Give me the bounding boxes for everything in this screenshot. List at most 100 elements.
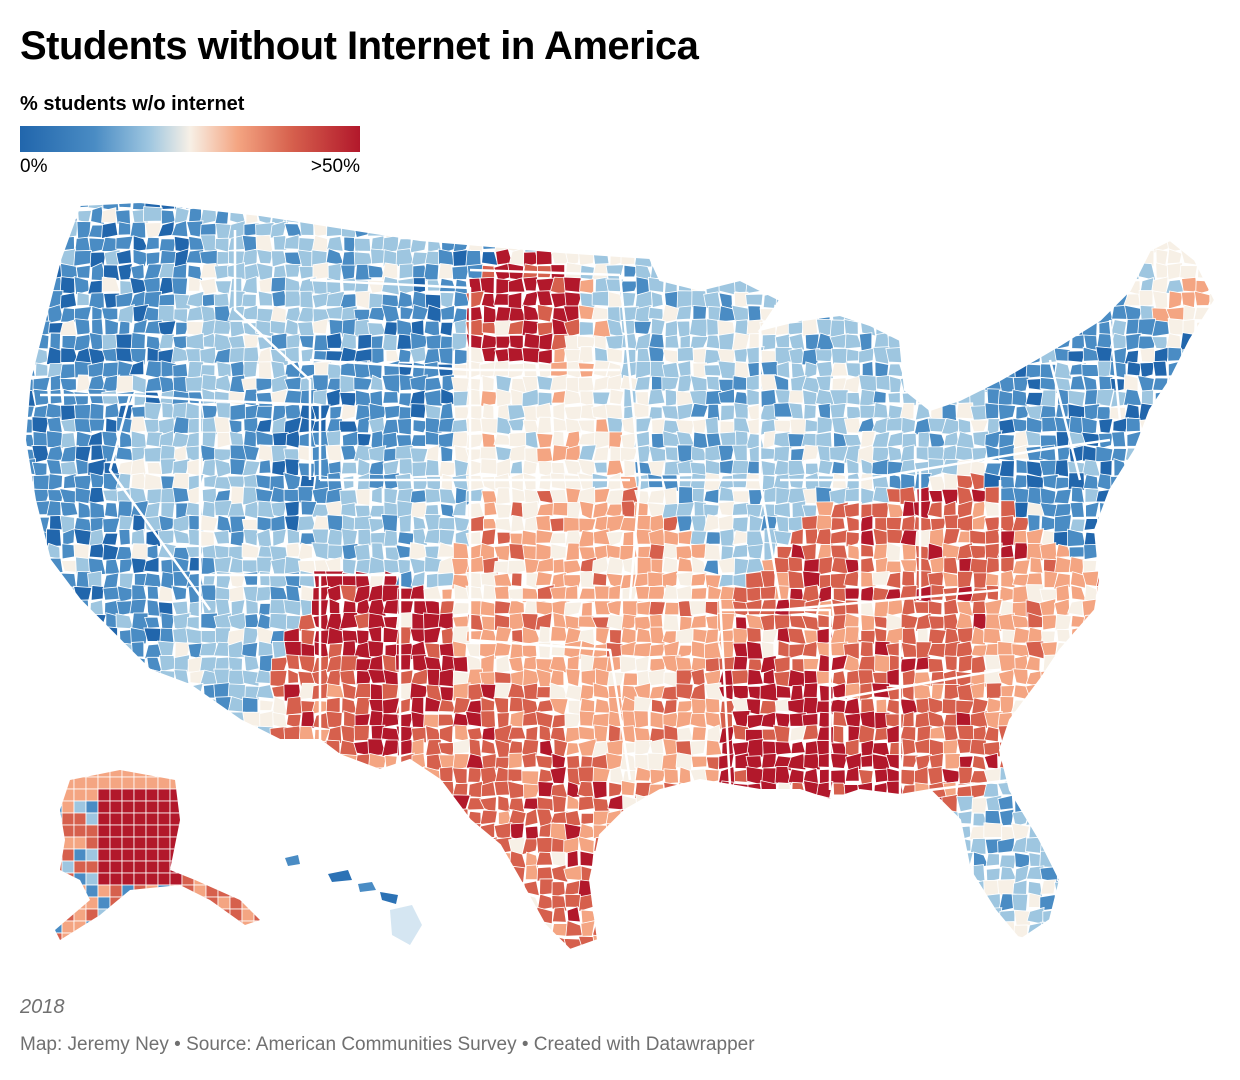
county[interactable] xyxy=(1069,375,1086,391)
county[interactable] xyxy=(1224,685,1238,701)
county[interactable] xyxy=(1081,292,1098,309)
county[interactable] xyxy=(1138,952,1154,965)
county[interactable] xyxy=(1183,795,1198,814)
county[interactable] xyxy=(254,418,273,433)
county[interactable] xyxy=(1095,850,1114,869)
county[interactable] xyxy=(550,851,566,868)
county[interactable] xyxy=(1195,880,1213,897)
county[interactable] xyxy=(1067,307,1083,324)
county[interactable] xyxy=(763,486,778,503)
county[interactable] xyxy=(843,208,860,223)
county[interactable] xyxy=(774,741,793,756)
county[interactable] xyxy=(605,206,623,226)
county[interactable] xyxy=(816,416,833,435)
county[interactable] xyxy=(1165,627,1181,643)
county[interactable] xyxy=(255,781,274,800)
borough[interactable] xyxy=(133,872,147,886)
county[interactable] xyxy=(286,920,302,940)
county[interactable] xyxy=(718,224,735,239)
county[interactable] xyxy=(270,907,287,924)
borough[interactable] xyxy=(157,765,171,778)
county[interactable] xyxy=(873,402,889,419)
county[interactable] xyxy=(1026,378,1042,391)
county[interactable] xyxy=(1212,952,1224,967)
county[interactable] xyxy=(676,836,695,856)
county[interactable] xyxy=(689,206,706,226)
county[interactable] xyxy=(931,920,943,939)
county[interactable] xyxy=(200,795,218,812)
county[interactable] xyxy=(592,949,610,967)
county[interactable] xyxy=(1026,724,1044,741)
county[interactable] xyxy=(115,740,134,758)
county[interactable] xyxy=(802,237,818,251)
county[interactable] xyxy=(1081,306,1098,324)
borough[interactable] xyxy=(169,788,183,802)
county[interactable] xyxy=(537,950,555,962)
county[interactable] xyxy=(1056,278,1073,296)
county[interactable] xyxy=(33,208,51,226)
county[interactable] xyxy=(1153,473,1170,492)
county[interactable] xyxy=(861,894,873,911)
borough[interactable] xyxy=(85,896,99,910)
county[interactable] xyxy=(524,808,539,827)
county[interactable] xyxy=(301,780,315,800)
county[interactable] xyxy=(1083,838,1100,853)
county[interactable] xyxy=(341,514,357,533)
county[interactable] xyxy=(213,740,231,755)
county[interactable] xyxy=(1097,668,1115,688)
county[interactable] xyxy=(689,402,709,418)
county[interactable] xyxy=(465,851,484,868)
county[interactable] xyxy=(676,644,696,659)
county[interactable] xyxy=(438,517,456,531)
county[interactable] xyxy=(100,307,119,321)
county[interactable] xyxy=(438,880,457,896)
county[interactable] xyxy=(1165,279,1185,295)
county[interactable] xyxy=(956,263,976,282)
county[interactable] xyxy=(690,572,708,587)
county[interactable] xyxy=(1011,193,1029,212)
county[interactable] xyxy=(535,710,554,730)
county[interactable] xyxy=(285,542,302,558)
county[interactable] xyxy=(647,306,664,320)
borough[interactable] xyxy=(181,812,195,826)
county[interactable] xyxy=(760,460,776,476)
county[interactable] xyxy=(479,628,498,642)
county[interactable] xyxy=(48,822,62,841)
county[interactable] xyxy=(522,948,541,967)
county[interactable] xyxy=(623,264,639,278)
borough[interactable] xyxy=(97,788,111,802)
county[interactable] xyxy=(676,194,695,211)
county[interactable] xyxy=(424,920,442,939)
county[interactable] xyxy=(353,895,373,909)
county[interactable] xyxy=(1137,767,1157,783)
county[interactable] xyxy=(1197,654,1211,674)
county[interactable] xyxy=(412,528,429,547)
county[interactable] xyxy=(1067,836,1087,856)
county[interactable] xyxy=(563,405,583,421)
county[interactable] xyxy=(787,556,804,573)
county[interactable] xyxy=(745,293,764,306)
county[interactable] xyxy=(300,206,315,223)
county[interactable] xyxy=(606,531,624,547)
county[interactable] xyxy=(857,210,876,225)
county[interactable] xyxy=(367,307,387,322)
county[interactable] xyxy=(1151,669,1171,687)
county[interactable] xyxy=(871,458,890,478)
county[interactable] xyxy=(704,574,722,589)
county[interactable] xyxy=(886,528,903,544)
county[interactable] xyxy=(788,892,806,911)
county[interactable] xyxy=(1109,626,1127,646)
county[interactable] xyxy=(328,894,344,909)
county[interactable] xyxy=(48,725,65,743)
county[interactable] xyxy=(118,528,131,546)
county[interactable] xyxy=(298,335,315,349)
county[interactable] xyxy=(1124,892,1142,911)
county[interactable] xyxy=(1042,948,1059,963)
county[interactable] xyxy=(521,459,538,477)
county[interactable] xyxy=(1193,290,1213,307)
county[interactable] xyxy=(467,780,484,799)
county[interactable] xyxy=(663,671,679,688)
county[interactable] xyxy=(692,952,708,966)
county[interactable] xyxy=(875,374,891,391)
county[interactable] xyxy=(1112,668,1129,688)
